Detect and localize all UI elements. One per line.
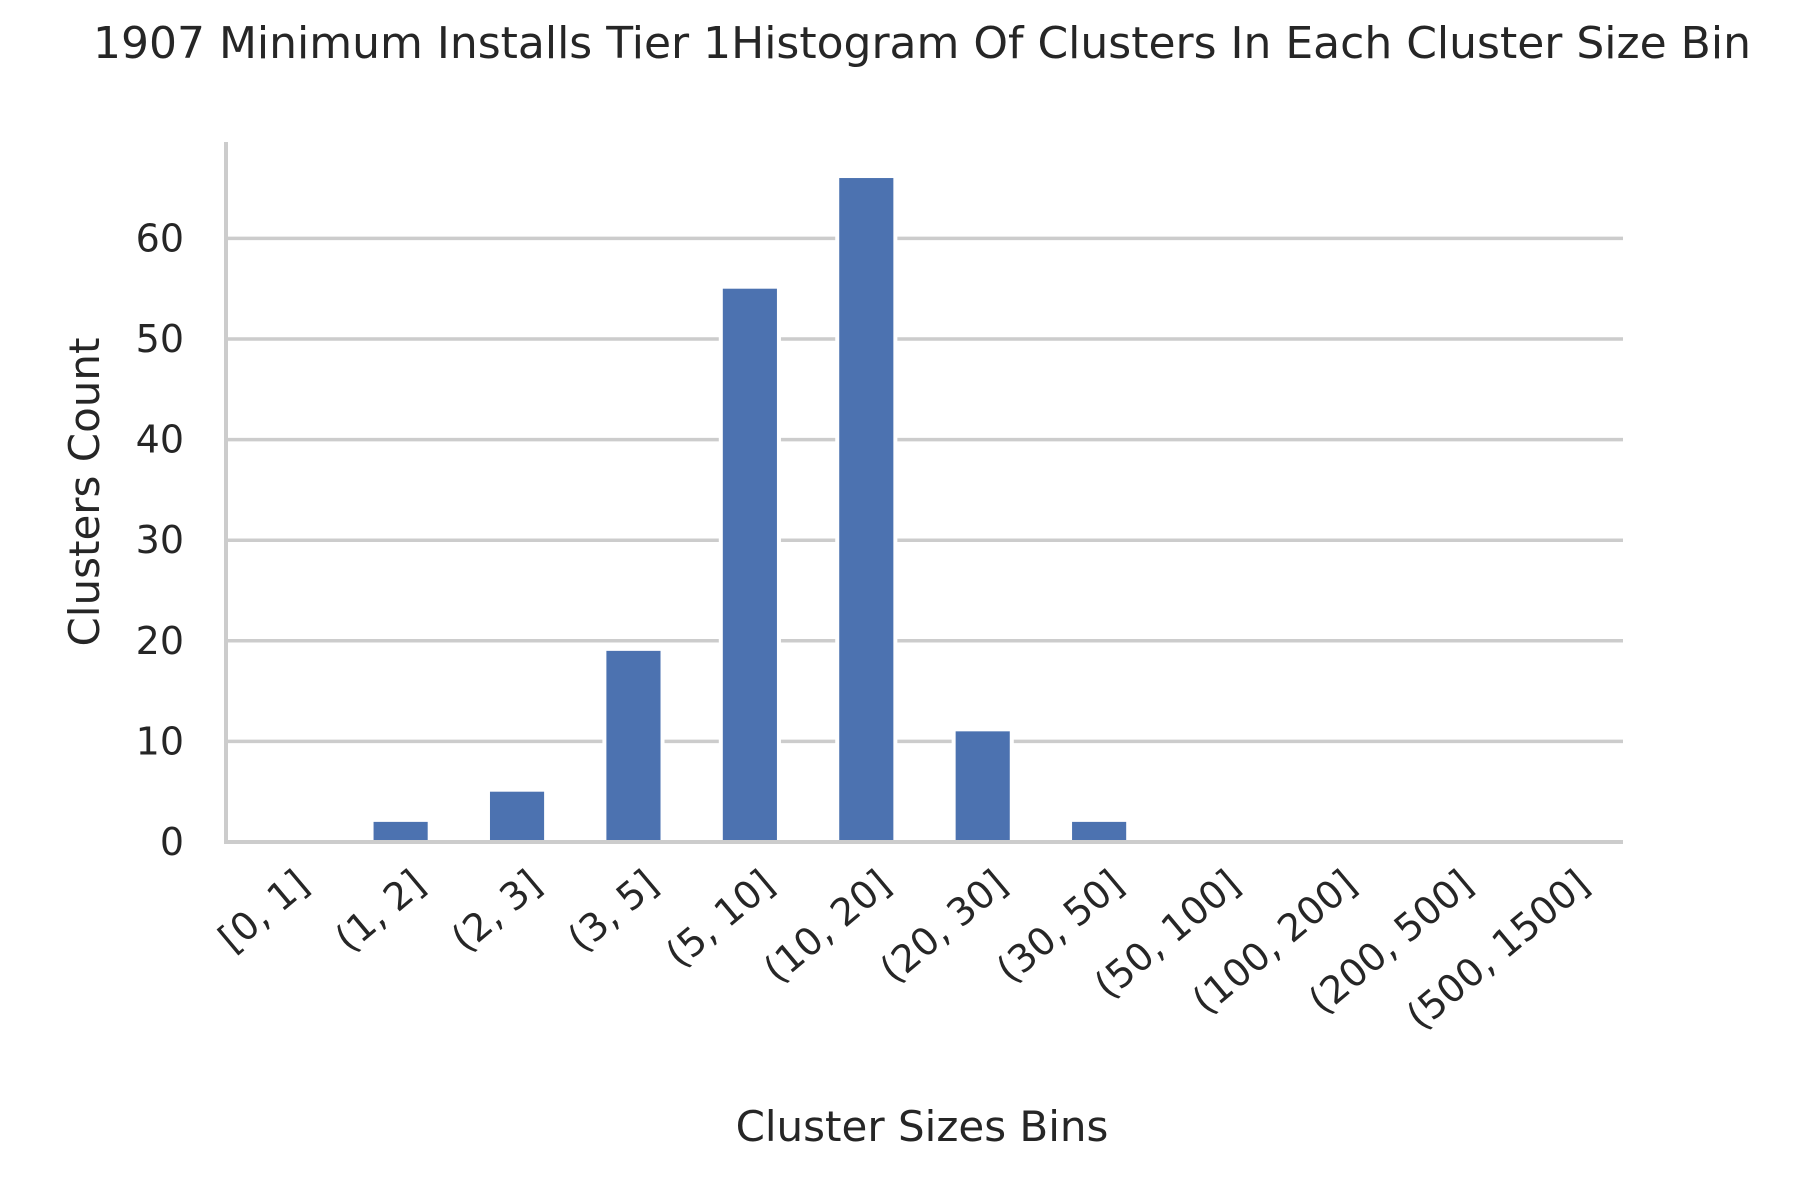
bar [722,288,777,842]
y-tick-label: 60 [136,216,184,260]
bar [373,821,428,842]
gridlines [226,236,1623,744]
x-tick-label: (20, 30] [872,861,1016,991]
y-tick-label: 0 [160,820,184,864]
bar [955,731,1010,842]
y-tick-labels: 0 10 20 30 40 50 60 [136,216,184,864]
bar [1072,821,1127,842]
x-tick-labels: [0, 1] (1, 2] (2, 3] (3, 5](5, 10](10, 20](… [210,861,1597,1038]
y-axis-label: Clusters Count [60,337,109,646]
y-tick-label: 10 [136,719,184,763]
x-tick-label: [0, 1] [210,861,317,960]
x-tick-label: (2, 3] [443,861,550,960]
x-axis-label: Cluster Sizes Bins [736,1102,1109,1151]
chart-title: 1907 Minimum Installs Tier 1Histogram Of… [93,18,1751,69]
bar [839,178,894,843]
x-tick-label: (1, 2] [327,861,434,960]
bars [369,178,1131,843]
y-tick-label: 20 [136,619,184,663]
x-tick-label: (3, 5] [559,861,666,960]
x-tick-label: (10, 20] [755,861,899,991]
bar [606,650,661,842]
y-tick-label: 50 [136,317,184,361]
y-tick-label: 40 [136,418,184,462]
y-tick-label: 30 [136,518,184,562]
bar [489,791,545,842]
